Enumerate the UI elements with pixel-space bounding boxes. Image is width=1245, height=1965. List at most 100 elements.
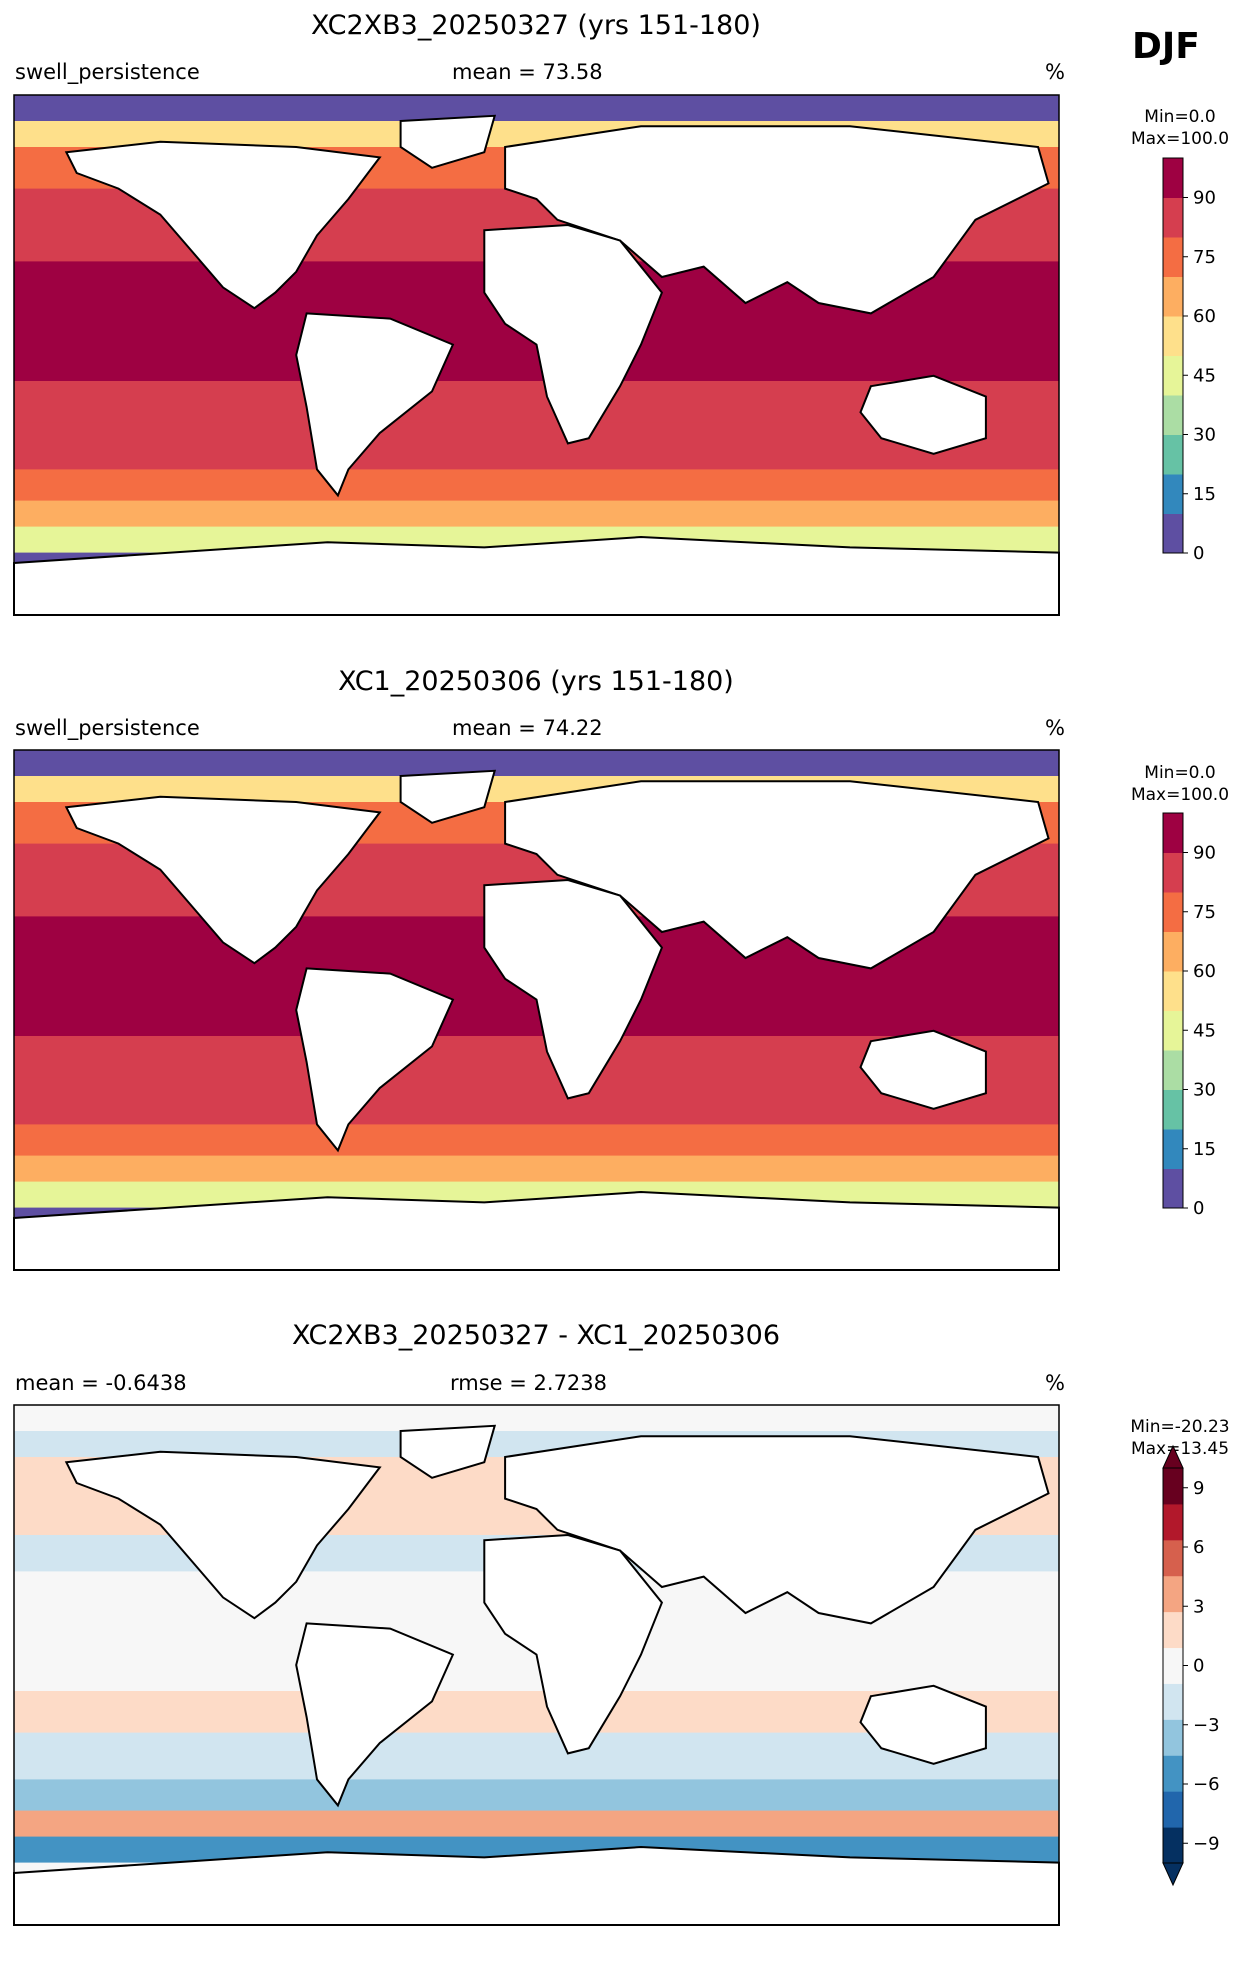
cbar-1-min-label: Min=0.0	[1144, 107, 1216, 127]
panel-2-units-label: %	[1045, 716, 1065, 740]
colorbar-segment-6	[1163, 931, 1183, 972]
land-australia	[859, 374, 987, 455]
colorbar-tick-label-5: 6	[1193, 1537, 1204, 1558]
colorbar-segment-7	[1163, 892, 1183, 932]
colorbar-segment-1	[1163, 474, 1183, 514]
season-label: DJF	[1132, 26, 1200, 67]
land-africa	[483, 878, 664, 1100]
colorbar-segment-2	[1163, 1755, 1183, 1792]
panel-2-variable-label: swell_persistence	[15, 716, 200, 740]
colorbar-tick-label-4: 3	[1193, 1596, 1204, 1617]
colorbar-tick-label-1: 15	[1193, 484, 1216, 505]
colorbar-tick-label-3: 45	[1193, 365, 1216, 386]
land-africa	[483, 223, 664, 445]
map-frame	[13, 1404, 1060, 1926]
colorbar-tick-label-0: −9	[1193, 1833, 1220, 1854]
colorbar-tick-label-2: −3	[1193, 1715, 1220, 1736]
cbar-1-max-label: Max=100.0	[1130, 129, 1230, 149]
colorbar-segment-3	[1163, 1719, 1183, 1756]
colorbar-segment-5	[1163, 316, 1183, 356]
colorbar-segment-9	[1163, 158, 1183, 198]
colorbar-2: 0 15 30 45 60 75 90	[1162, 812, 1216, 1219]
land-africa	[483, 1533, 664, 1755]
ocean-band-10	[14, 500, 1059, 528]
colorbar-frame	[1162, 157, 1184, 554]
colorbar-segment-3	[1163, 1050, 1183, 1090]
ocean-band-0	[14, 95, 1059, 122]
land-north-america	[64, 140, 382, 310]
colorbar-tick-label-1: 15	[1193, 1139, 1216, 1160]
panel-1-title: XC2XB3_20250327 (yrs 151-180)	[311, 10, 761, 41]
colorbar-segment-0	[1163, 1827, 1183, 1864]
panel-1-mean-label: mean = 73.58	[452, 60, 603, 84]
colorbar-segment-8	[1163, 1539, 1183, 1577]
ocean-band-9	[14, 469, 1059, 502]
land-north-america	[64, 795, 382, 965]
panel-2-title: XC1_20250306 (yrs 151-180)	[338, 666, 734, 697]
land-south-america	[295, 967, 455, 1153]
colorbar-segment-9	[1163, 1503, 1183, 1541]
colorbar-extend-min	[1162, 1862, 1184, 1887]
ocean-band-0	[14, 1405, 1059, 1432]
colorbar-tick-label-5: 75	[1193, 902, 1216, 923]
map-panel-3	[13, 1404, 1060, 1926]
land-greenland	[399, 1424, 497, 1479]
cbar-2-max-label: Max=100.0	[1130, 785, 1230, 805]
land-eurasia	[504, 780, 1050, 970]
land-greenland	[399, 114, 497, 169]
land-north-america	[64, 1450, 382, 1620]
land-eurasia	[504, 1435, 1050, 1625]
ocean-band-9	[14, 1124, 1059, 1157]
panel-3-title: XC2XB3_20250327 - XC1_20250306	[291, 1320, 781, 1351]
colorbar-segment-5	[1163, 1647, 1183, 1684]
land-south-america	[295, 1622, 455, 1808]
colorbar-segment-6	[1163, 276, 1183, 317]
colorbar-segment-3	[1163, 395, 1183, 435]
colorbar-segment-6	[1163, 1611, 1183, 1649]
colorbar-segment-0	[1163, 513, 1183, 554]
colorbar-segment-0	[1163, 1168, 1183, 1209]
colorbar-segment-1	[1163, 1129, 1183, 1169]
map-panel-2	[13, 749, 1060, 1271]
colorbar-frame	[1162, 812, 1184, 1209]
map-frame	[13, 94, 1060, 616]
cbar-3-min-label: Min=-20.23	[1130, 1417, 1230, 1437]
colorbar-segment-9	[1163, 813, 1183, 853]
panel-3-rmse-label: rmse = 2.7238	[450, 1371, 608, 1395]
panel-1-units-label: %	[1045, 60, 1065, 84]
ocean-band-10	[14, 1810, 1059, 1838]
colorbar-tick-label-0: 0	[1193, 543, 1204, 564]
panel-3-units-label: %	[1045, 1371, 1065, 1395]
cbar-2-min-label: Min=0.0	[1144, 763, 1216, 783]
colorbar-tick-label-1: −6	[1193, 1774, 1220, 1795]
colorbar-tick-label-2: 30	[1193, 425, 1216, 446]
colorbar-tick-label-5: 75	[1193, 247, 1216, 268]
colorbar-tick-label-3: 0	[1193, 1656, 1204, 1677]
land-eurasia	[504, 125, 1050, 315]
colorbar-segment-8	[1163, 852, 1183, 893]
colorbar-1: 0 15 30 45 60 75 90	[1162, 157, 1216, 564]
colorbar-tick-label-4: 60	[1193, 306, 1216, 327]
colorbar-segment-10	[1163, 1468, 1183, 1505]
colorbar-3: −9 −6 −3 0 3 6 9	[1162, 1444, 1220, 1887]
colorbar-segment-7	[1163, 1575, 1183, 1613]
land-australia	[859, 1029, 987, 1110]
colorbar-segment-4	[1163, 355, 1183, 396]
colorbar-segment-4	[1163, 1683, 1183, 1720]
colorbar-tick-label-6: 90	[1193, 843, 1216, 864]
colorbar-tick-label-6: 90	[1193, 188, 1216, 209]
land-greenland	[399, 769, 497, 824]
colorbar-tick-label-6: 9	[1193, 1478, 1204, 1499]
colorbar-segment-8	[1163, 197, 1183, 238]
colorbar-tick-label-2: 30	[1193, 1080, 1216, 1101]
panel-2-mean-label: mean = 74.22	[452, 716, 603, 740]
colorbar-segment-7	[1163, 237, 1183, 277]
land-south-america	[295, 312, 455, 498]
colorbar-segment-2	[1163, 1089, 1183, 1130]
colorbar-segment-4	[1163, 1010, 1183, 1051]
ocean-band-9	[14, 1779, 1059, 1812]
ocean-band-0	[14, 750, 1059, 777]
colorbar-tick-label-3: 45	[1193, 1020, 1216, 1041]
panel-3-mean-label: mean = -0.6438	[15, 1371, 187, 1395]
map-panel-1	[13, 94, 1060, 616]
